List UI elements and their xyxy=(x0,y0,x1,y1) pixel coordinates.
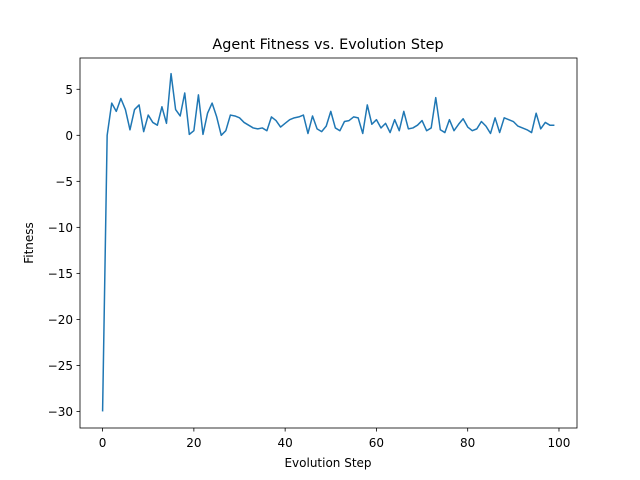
y-axis-label: Fitness xyxy=(22,222,36,264)
x-tick-label: 80 xyxy=(460,436,475,450)
y-tick-label: −30 xyxy=(48,405,73,419)
y-tick-label: 5 xyxy=(65,83,73,97)
chart-title: Agent Fitness vs. Evolution Step xyxy=(212,37,443,53)
y-tick-label: −15 xyxy=(48,267,73,281)
x-tick-label: 60 xyxy=(369,436,384,450)
x-tick-label: 0 xyxy=(99,436,107,450)
plot-frame xyxy=(79,57,578,429)
y-tick-label: −10 xyxy=(48,221,73,235)
y-tick-label: −5 xyxy=(55,175,73,189)
y-tick-label: 0 xyxy=(65,129,73,143)
y-tick-label: −25 xyxy=(48,359,73,373)
data-line xyxy=(101,72,555,412)
x-tick-label: 20 xyxy=(186,436,201,450)
x-tick-label: 100 xyxy=(548,436,571,450)
x-axis-label: Evolution Step xyxy=(284,456,371,470)
y-tick-label: −20 xyxy=(48,313,73,327)
x-tick-label: 40 xyxy=(278,436,293,450)
